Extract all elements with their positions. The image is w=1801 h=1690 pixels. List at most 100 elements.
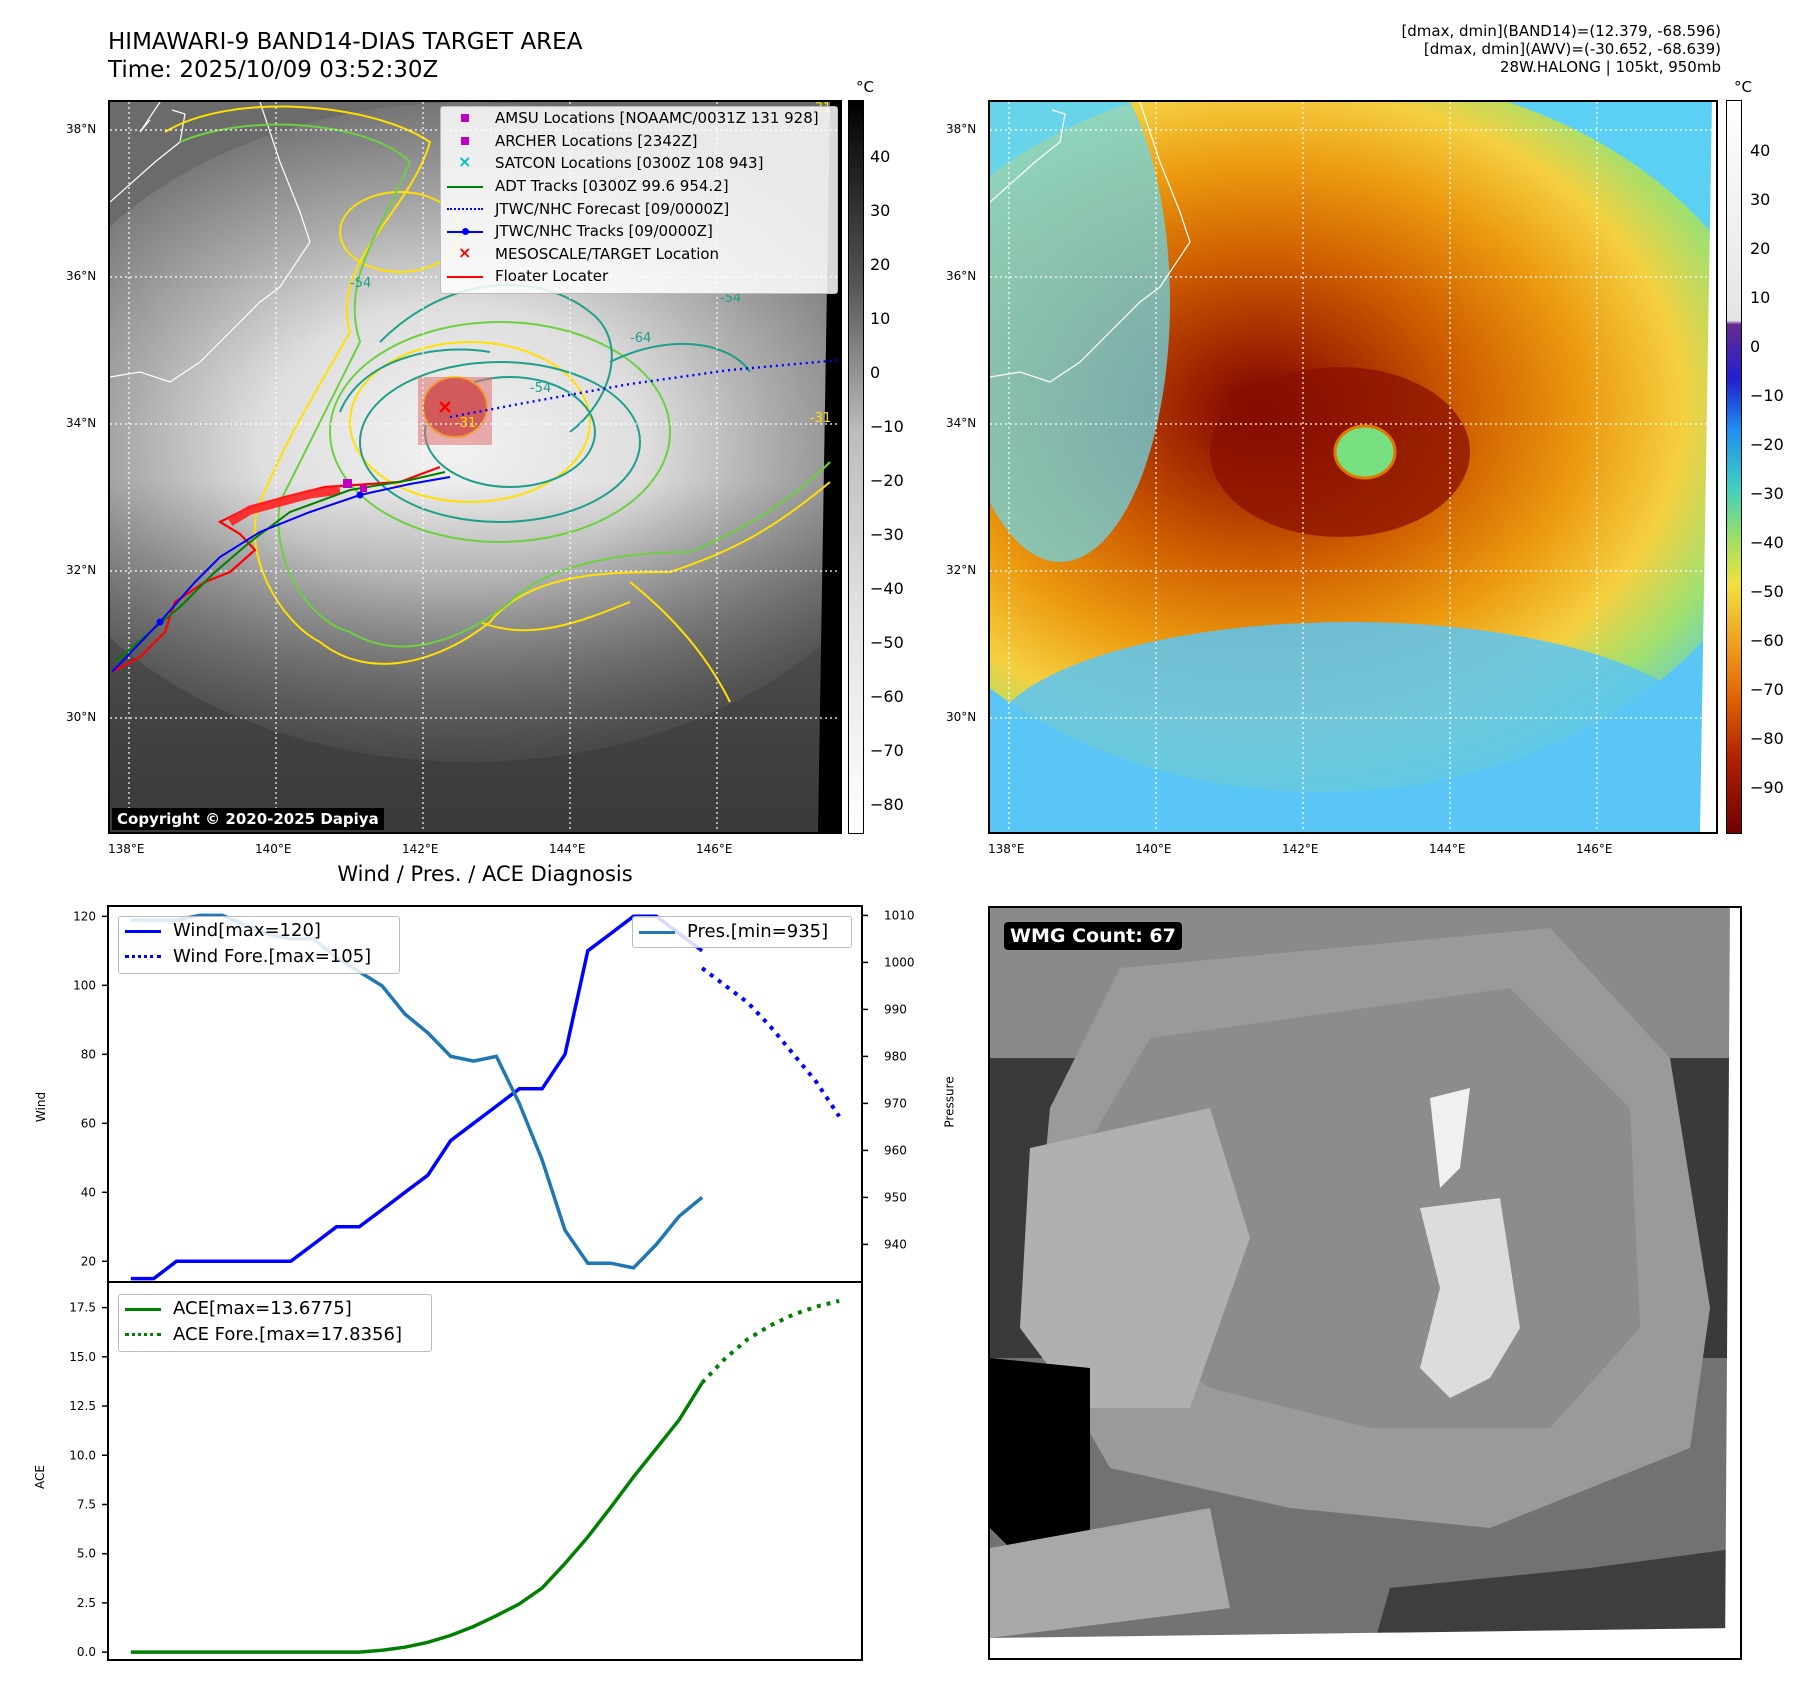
colorbar-tick: −30 [1750, 484, 1784, 503]
header-right-info: [dmax, dmin](BAND14)=(12.379, -68.596) [… [1401, 22, 1721, 76]
awv-map-canvas [990, 102, 1716, 832]
lon-label: 140°E [255, 842, 292, 856]
plot-frame [107, 1281, 863, 1661]
pressure-legend: Pres.[min=935] [632, 916, 852, 948]
legend-label: Floater Locater [495, 267, 609, 286]
y2-tick-label: 1000 [884, 955, 915, 969]
figure-time: Time: 2025/10/09 03:52:30Z [108, 57, 439, 83]
lat-label: 30°N [946, 710, 977, 724]
line-marker-icon [125, 930, 161, 933]
colorbar-tick: −10 [1750, 386, 1784, 405]
colorbar-tick: −20 [1750, 435, 1784, 454]
legend-label: ACE Fore.[max=17.8356] [173, 1323, 402, 1345]
lat-label: 32°N [66, 563, 97, 577]
contour-yellow [164, 105, 831, 703]
awv-range: [dmax, dmin](AWV)=(-30.652, -68.639) [1423, 40, 1721, 58]
y-tick-label: 0.0 [77, 1645, 96, 1659]
legend-item: ACE Fore.[max=17.8356] [119, 1321, 431, 1347]
wmg-panel: WMG Count: 67 [988, 906, 1742, 1660]
awv-colorbar [1726, 100, 1742, 834]
x-marker-icon: × [458, 152, 472, 172]
colorbar-tick: 10 [1750, 288, 1771, 307]
y2-tick-label: 970 [884, 1096, 907, 1110]
legend-item: AMSU Locations [NOAAMC/0031Z 131 928] [441, 107, 837, 130]
colorbar-tick: 30 [870, 201, 891, 220]
colorbar-tick: −80 [870, 795, 904, 814]
colorbar-tick: −60 [870, 687, 904, 706]
lat-label: 36°N [66, 269, 97, 283]
legend-item: Wind Fore.[max=105] [119, 943, 399, 969]
legend-item: JTWC/NHC Tracks [09/0000Z] [441, 220, 837, 243]
coastline [990, 102, 1191, 383]
dot-icon [462, 228, 469, 236]
y-tick-label: 12.5 [69, 1399, 96, 1413]
y-tick-label: 2.5 [77, 1596, 96, 1610]
archer-location-marker [360, 485, 367, 492]
floater-hatch [227, 485, 341, 526]
diagnosis-chart: 20 40 60 80 100 120 940 950 960 970 980 990 1000 1010… [69, 905, 915, 1661]
legend-label: Wind Fore.[max=105] [173, 945, 372, 967]
lat-label: 30°N [66, 710, 97, 724]
legend-item: Wind[max=120] [119, 917, 399, 943]
lon-label: 140°E [1135, 842, 1172, 856]
awv-colorbar-ticks: 40 30 20 10 0 −10 −20 −30 −40 −50 −60 −7… [1750, 100, 1798, 834]
y-tick-label: 100 [73, 978, 96, 992]
wmg-count-badge: WMG Count: 67 [1004, 922, 1182, 950]
legend-item: ACE[max=13.6775] [119, 1295, 431, 1321]
colorbar-tick: −40 [1750, 533, 1784, 552]
dotted-line-icon [447, 207, 483, 210]
y-tick-label: 10.0 [69, 1448, 96, 1462]
dotted-line-icon [125, 1333, 161, 1336]
contour-label: -54 [720, 291, 741, 306]
colorbar-tick: −20 [870, 471, 904, 490]
map-legend: AMSU Locations [NOAAMC/0031Z 131 928] AR… [440, 106, 838, 294]
ir-colorbar-ticks: 40 30 20 10 0 −10 −20 −30 −40 −50 −60 −7… [870, 100, 910, 834]
contour-green [179, 123, 831, 648]
series-line [700, 966, 841, 1118]
line-marker-icon [447, 276, 483, 279]
storm-info: 28W.HALONG | 105kt, 950mb [1499, 58, 1721, 76]
square-marker-icon [461, 114, 469, 123]
square-marker-icon [461, 136, 469, 145]
legend-label: ACE[max=13.6775] [173, 1297, 352, 1319]
chart-title: Wind / Pres. / ACE Diagnosis [337, 862, 633, 886]
x-marker-icon: × [458, 242, 472, 262]
colorbar-tick: 20 [1750, 239, 1771, 258]
legend-label: Wind[max=120] [173, 919, 321, 941]
lon-label: 144°E [1429, 842, 1466, 856]
y-tick-label: 120 [73, 909, 96, 923]
legend-label: JTWC/NHC Tracks [09/0000Z] [495, 222, 713, 241]
colorbar-tick: 0 [1750, 337, 1761, 356]
y2-tick-label: 1010 [884, 908, 915, 922]
contour-label: -64 [630, 331, 651, 346]
legend-item: ADT Tracks [0300Z 99.6 954.2] [441, 175, 837, 198]
contour-label: -54 [350, 276, 371, 291]
line-marker-icon [125, 1308, 161, 1311]
y2-tick-label: 940 [884, 1237, 907, 1251]
lon-label: 138°E [988, 842, 1025, 856]
colorbar-tick: −10 [870, 417, 904, 436]
contour-label: -31 [810, 411, 831, 426]
storm-eye [1333, 424, 1397, 480]
y-tick-label: 5.0 [77, 1547, 96, 1561]
ir-map-panel: -54 -54 -64 -54 -31 -31 -31 [108, 100, 842, 834]
y2-tick-label: 960 [884, 1143, 907, 1157]
series-line [130, 914, 704, 1281]
lon-label: 146°E [1576, 842, 1613, 856]
lat-label: 38°N [946, 122, 977, 136]
legend-item: Pres.[min=935] [633, 917, 851, 945]
y-tick-label: 40 [81, 1185, 96, 1199]
jtwc-track [111, 476, 451, 673]
legend-label: ARCHER Locations [2342Z] [495, 131, 698, 150]
ace-panel: 0.0 2.5 5.0 7.5 10.0 12.5 15.0 17.5 [69, 1281, 863, 1661]
copyright-label: Copyright © 2020-2025 Dapiya [112, 808, 384, 830]
colorbar-unit: °C [1734, 78, 1752, 96]
y-tick-label: 17.5 [69, 1301, 96, 1315]
wind-axis-label: Wind [34, 1091, 49, 1123]
y2-tick-label: 990 [884, 1002, 907, 1016]
wind-legend: Wind[max=120] Wind Fore.[max=105] [118, 916, 400, 974]
target-location-marker [439, 401, 451, 413]
awv-map-panel [988, 100, 1718, 834]
colorbar-tick: −40 [870, 579, 904, 598]
contour-label: -54 [530, 381, 551, 396]
